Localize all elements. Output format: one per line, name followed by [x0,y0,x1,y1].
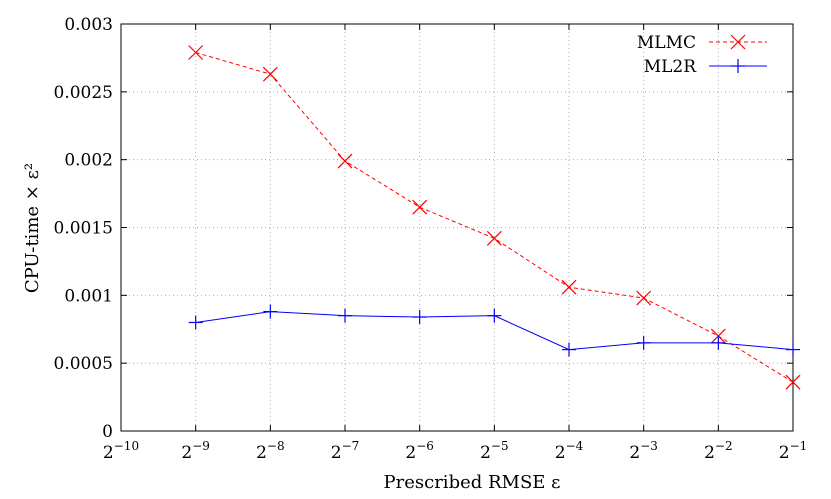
y-tick-label: 0.0005 [54,354,113,374]
data-point-ml2r [188,315,203,330]
legend-marker-ml2r [731,59,745,73]
plot-border [120,23,794,432]
x-tick-label: 2−4 [555,439,584,463]
data-point-ml2r [263,304,278,319]
grid-lines [121,24,793,431]
y-tick-label: 0.0015 [54,219,113,239]
data-point-mlmc [337,153,353,169]
legend: MLMC ML2R [637,33,767,77]
data-point-mlmc [412,199,428,215]
data-point-mlmc [561,279,577,295]
data-point-ml2r [412,310,427,325]
x-tick-label: 2−1 [779,439,808,463]
plot-frame [120,23,794,432]
x-tick-label: 2−2 [704,439,733,463]
x-axis-title: Prescribed RMSE ε [384,472,561,493]
data-point-mlmc [785,374,801,390]
data-point-ml2r [786,342,800,357]
data-point-ml2r [562,342,576,357]
x-tick-label: 2−10 [103,439,139,463]
data-point-mlmc [636,290,652,306]
legend-label-mlmc: MLMC [637,33,696,53]
y-tick-label: 0 [102,422,113,442]
legend-marker-mlmc [730,34,746,50]
data-point-mlmc [188,45,204,60]
x-tick-label: 2−9 [181,439,210,463]
x-tick-label: 2−7 [331,439,360,463]
data-point-mlmc [262,66,278,82]
data-point-ml2r [711,335,726,350]
y-tick-label: 0.001 [64,286,113,306]
y-tick-labels: 0 0.0005 0.001 0.0015 0.002 0.0025 0.003 [54,15,113,442]
x-tick-labels: 2−10 2−9 2−8 2−7 2−6 2−5 2−4 2−3 2−2 2−1 [103,439,807,463]
x-tick-label: 2−3 [629,439,658,463]
legend-label-ml2r: ML2R [644,57,698,77]
y-axis-title: CPU-time × ε² [22,163,43,293]
x-tick-label: 2−5 [480,439,509,463]
x-tick-label: 2−6 [405,439,434,463]
y-tick-label: 0.003 [64,15,113,35]
data-point-mlmc [486,230,502,246]
data-point-ml2r [338,308,352,323]
data-point-ml2r [636,335,651,350]
x-tick-label: 2−8 [256,439,285,463]
data-point-ml2r [487,308,502,323]
series-lines [188,45,801,390]
y-tick-label: 0.0025 [54,83,113,103]
y-tick-label: 0.002 [64,151,113,171]
